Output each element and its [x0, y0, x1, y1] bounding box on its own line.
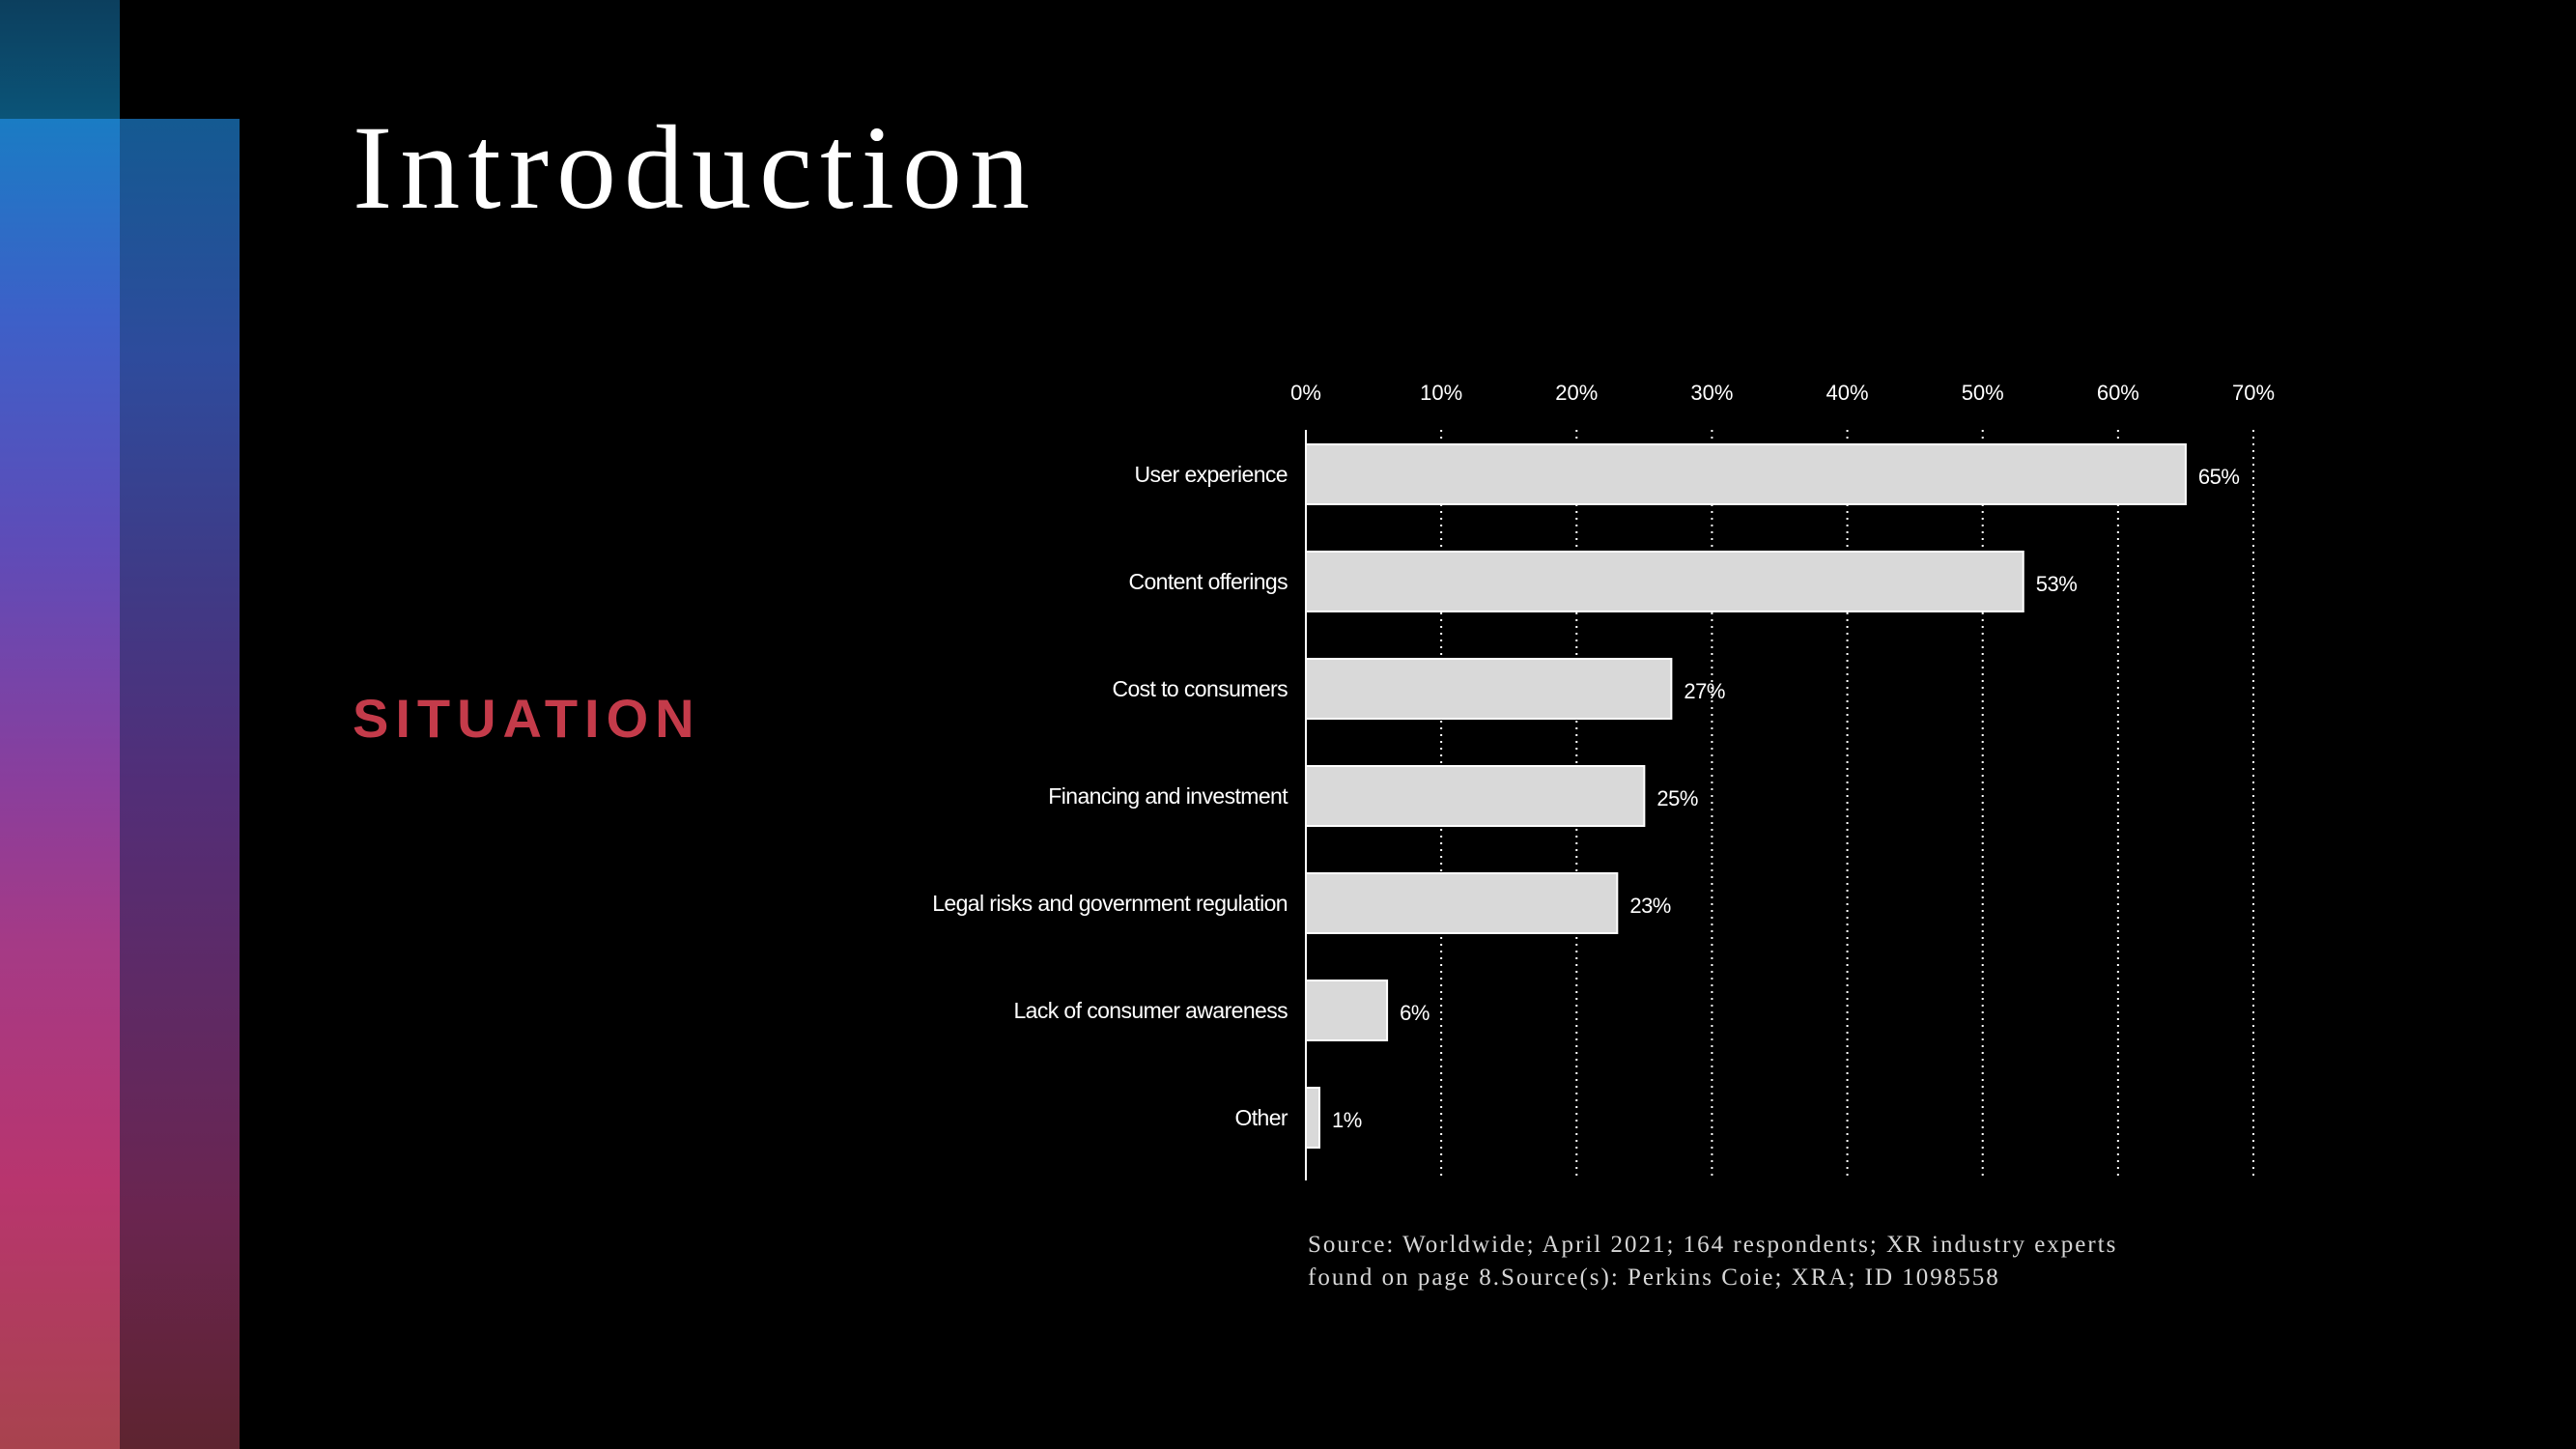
chart-bars — [1305, 443, 2187, 1149]
bar — [1305, 872, 1619, 934]
bar — [1305, 658, 1673, 720]
category-label: Content offerings — [1128, 569, 1288, 594]
source-line-2: found on page 8.Source(s): Perkins Coie;… — [1308, 1264, 2000, 1291]
bar — [1305, 765, 1646, 827]
bar — [1305, 1087, 1321, 1149]
source-note: Source: Worldwide; April 2021; 164 respo… — [1308, 1229, 2235, 1294]
decor-gradient-band-left — [0, 119, 120, 1449]
chart-value-labels: 65% 53% 27% 25% 23% 6% 1% — [1332, 465, 2240, 1132]
slide-title: Introduction — [353, 101, 1037, 234]
x-tick-label: 0% — [1290, 381, 1321, 405]
section-label: SITUATION — [353, 688, 701, 749]
x-tick-label: 10% — [1420, 381, 1462, 405]
decor-gradient-band-right — [120, 119, 240, 1449]
bar — [1305, 551, 2024, 612]
category-label: Cost to consumers — [1112, 676, 1288, 701]
data-label: 6% — [1400, 1001, 1430, 1025]
data-label: 23% — [1629, 894, 1671, 918]
x-tick-label: 70% — [2232, 381, 2275, 405]
x-tick-label: 20% — [1555, 381, 1598, 405]
category-label: Lack of consumer awareness — [1013, 998, 1288, 1023]
x-tick-label: 40% — [1826, 381, 1869, 405]
source-line-1: Source: Worldwide; April 2021; 164 respo… — [1308, 1232, 2118, 1258]
x-tick-label: 30% — [1690, 381, 1733, 405]
data-label: 27% — [1684, 679, 1725, 703]
x-tick-label: 60% — [2097, 381, 2139, 405]
chart-tick-labels: 0% 10% 20% 30% 40% 50% 60% 70% — [1290, 381, 2275, 405]
bar — [1305, 980, 1389, 1041]
category-label: Legal risks and government regulation — [932, 891, 1288, 916]
data-label: 1% — [1332, 1108, 1362, 1132]
decor-band-top — [0, 0, 120, 119]
category-label: Other — [1234, 1105, 1288, 1130]
data-label: 65% — [2198, 465, 2240, 489]
bar — [1305, 443, 2187, 505]
category-label: User experience — [1135, 462, 1288, 487]
chart-category-labels: User experience Content offerings Cost to … — [932, 462, 1289, 1130]
x-tick-label: 50% — [1962, 381, 2004, 405]
data-label: 25% — [1656, 786, 1698, 810]
data-label: 53% — [2036, 572, 2078, 596]
category-label: Financing and investment — [1048, 783, 1288, 809]
